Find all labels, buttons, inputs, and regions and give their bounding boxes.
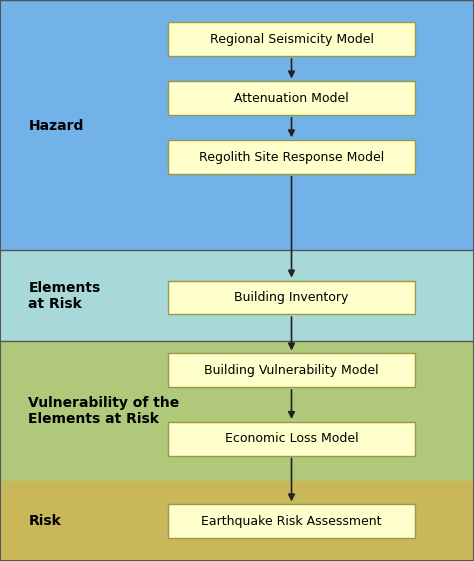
Text: Building Vulnerability Model: Building Vulnerability Model [204, 364, 379, 377]
Bar [168, 280, 415, 314]
Text: Attenuation Model: Attenuation Model [234, 91, 349, 105]
Bar [168, 504, 415, 538]
Bar [168, 81, 415, 115]
Text: Elements
at Risk: Elements at Risk [28, 280, 100, 311]
Bar [168, 140, 415, 174]
Bar [168, 22, 415, 56]
Text: Regional Seismicity Model: Regional Seismicity Model [210, 33, 374, 46]
Bar [0, 0, 474, 250]
Bar [0, 341, 474, 481]
Text: Earthquake Risk Assessment: Earthquake Risk Assessment [201, 514, 382, 528]
Text: Vulnerability of the
Elements at Risk: Vulnerability of the Elements at Risk [28, 396, 180, 426]
Bar [0, 481, 474, 561]
Text: Regolith Site Response Model: Regolith Site Response Model [199, 150, 384, 164]
Text: Economic Loss Model: Economic Loss Model [225, 432, 358, 445]
Text: Hazard: Hazard [28, 119, 84, 133]
Text: Risk: Risk [28, 514, 61, 528]
Bar [0, 250, 474, 341]
Bar [168, 422, 415, 456]
Bar [168, 353, 415, 387]
Text: Building Inventory: Building Inventory [234, 291, 349, 304]
